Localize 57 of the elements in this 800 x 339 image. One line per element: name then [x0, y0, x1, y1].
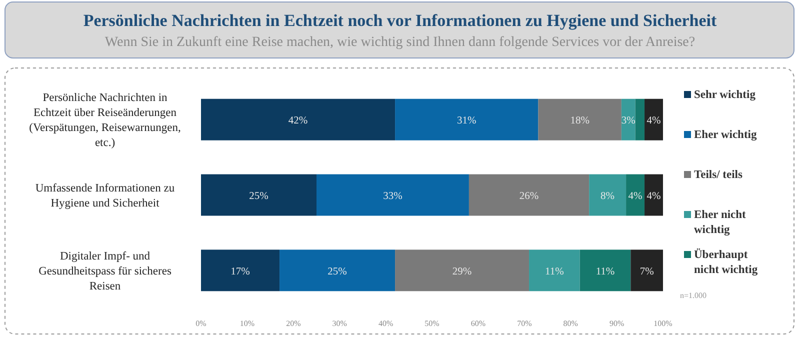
data-label: 11% [596, 266, 615, 278]
data-label: 17% [230, 266, 250, 278]
data-label: 25% [328, 266, 348, 278]
data-label: 8% [600, 191, 615, 202]
data-label: 26% [519, 191, 539, 202]
bar [395, 250, 530, 292]
data-label: 3% [621, 116, 636, 127]
bar [201, 250, 280, 292]
chart-subtitle: Wenn Sie in Zukunft eine Reise machen, wie wichtig sind Ihnen dann folgende Services vor der Anreise? [104, 35, 696, 50]
bar [621, 98, 636, 140]
data-label: 11% [545, 266, 564, 278]
data-label: 4% [646, 116, 662, 127]
bar [280, 250, 396, 292]
bar [395, 98, 538, 140]
bar [589, 174, 626, 216]
legend-label: Sehr wichtig [694, 89, 756, 101]
legend-label: Überhaupt nicht wichtig [694, 248, 758, 276]
y-tick-label: Umfassende Informationen zu Hygiene und Sicherheit [35, 182, 175, 210]
x-tick-label: 0% [196, 319, 207, 328]
x-tick-label: 70% [517, 319, 532, 328]
data-label: 29% [452, 266, 472, 278]
x-tick-label: 100% [654, 319, 673, 328]
x-tick-label: 10% [240, 319, 255, 328]
y-tick-label: Digitaler Impf- und Gesundheitspass für sicheres Reisen [38, 250, 172, 292]
data-label: 18% [570, 116, 590, 127]
x-tick-label: 80% [563, 319, 578, 328]
bar [580, 250, 631, 292]
legend-label: Teils/ teils [694, 169, 743, 181]
bar [538, 98, 622, 140]
bar [201, 174, 316, 216]
bar [201, 98, 396, 140]
x-tick-label: 90% [609, 319, 624, 328]
x-tick-label: 20% [286, 319, 302, 328]
chart-title: Persönliche Nachrichten in Echtzeit noch vor Informationen zu Hygiene und Sicherheit [83, 11, 718, 30]
legend-label: Eher wichtig [694, 129, 757, 141]
data-label: 4% [646, 191, 662, 202]
bar [635, 98, 645, 140]
x-tick-label: 60% [470, 319, 486, 328]
data-label: 4% [628, 191, 643, 202]
bar [644, 98, 663, 140]
text: n=1.000 [680, 291, 707, 300]
bar [644, 174, 663, 216]
bar [630, 250, 663, 292]
data-label: 42% [288, 116, 308, 127]
data-label: 31% [457, 116, 477, 127]
data-label: 25% [249, 191, 269, 202]
bar [529, 250, 580, 292]
bar [626, 174, 645, 216]
bar [316, 174, 469, 216]
x-tick-label: 50% [424, 319, 440, 328]
x-tick-label: 30% [332, 319, 348, 328]
x-tick-label: 40% [378, 319, 394, 328]
data-label: 7% [640, 266, 654, 278]
bar [468, 174, 590, 216]
data-label: 33% [383, 191, 403, 202]
y-tick-label: Persönliche Nachrichten in Echtzeit über Reiseänderungen (Verspätungen, Reisewarnungen, etc.) [29, 92, 181, 150]
legend-label: Eher nicht wichtig [694, 209, 746, 236]
